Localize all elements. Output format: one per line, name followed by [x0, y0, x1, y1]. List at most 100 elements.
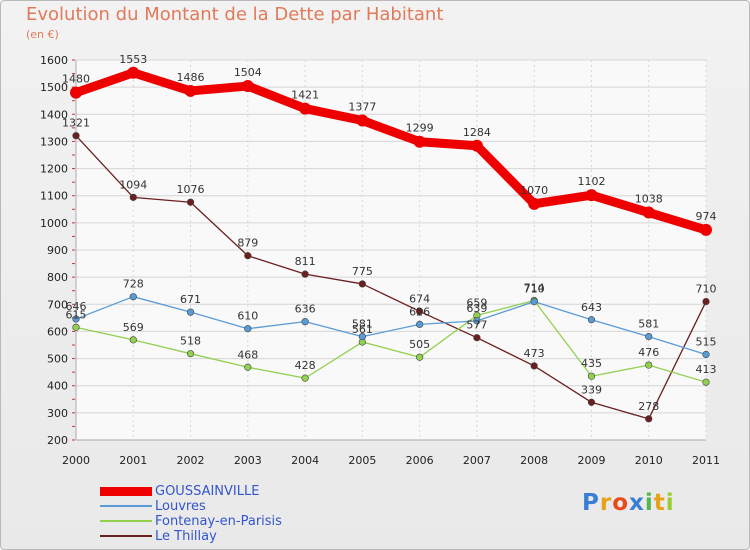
proxiti-logo: Proxiti [582, 490, 675, 516]
data-label: 473 [524, 347, 545, 360]
logo-letter: t [653, 490, 666, 516]
data-point [585, 189, 598, 202]
data-label: 615 [66, 308, 87, 321]
data-label: 728 [123, 278, 144, 291]
data-label: 671 [180, 293, 201, 306]
data-label: 468 [237, 348, 258, 361]
y-tick-label: 800 [47, 271, 68, 284]
y-tick-label: 600 [47, 325, 68, 338]
data-point [642, 206, 655, 219]
y-tick-label: 1600 [40, 54, 68, 67]
data-point [301, 270, 309, 278]
data-point [413, 135, 426, 148]
data-point [416, 307, 424, 315]
data-point [186, 198, 195, 206]
logo-letter: o [612, 490, 630, 516]
x-tick-label: 2001 [119, 454, 147, 467]
data-point [416, 353, 424, 361]
data-point [70, 86, 82, 99]
data-label: 646 [66, 300, 87, 313]
legend-label: Le Thillay [155, 529, 217, 544]
data-label: 515 [696, 336, 717, 349]
data-point [244, 252, 252, 260]
data-point [129, 193, 137, 201]
x-tick-label: 2007 [463, 454, 491, 467]
data-point [645, 332, 653, 341]
data-label: 505 [409, 338, 430, 351]
line-chart: 200 300 400 500 600 700 800 900 1000 1100 1200 1300… [40, 53, 720, 467]
data-label: 610 [237, 310, 258, 323]
data-point [299, 102, 312, 115]
data-point [702, 297, 710, 306]
y-tick-label: 1500 [40, 81, 68, 94]
data-point [129, 293, 137, 301]
legend-label: GOUSSAINVILLE [155, 484, 260, 499]
data-label: 1284 [463, 126, 491, 139]
data-point [186, 308, 195, 316]
data-label: 1321 [62, 117, 90, 130]
data-point [700, 223, 712, 236]
y-tick-label: 1100 [40, 190, 68, 203]
data-label: 714 [524, 281, 545, 294]
logo-letter: i [644, 490, 654, 516]
x-tick-label: 2000 [62, 454, 90, 467]
series-line-le-thillay [75, 135, 707, 420]
y-tick-label: 700 [47, 298, 68, 311]
y-tick-label: 1200 [40, 163, 68, 176]
data-point [530, 297, 538, 306]
data-label: 1076 [177, 183, 205, 196]
data-label: 974 [696, 210, 717, 223]
data-point [358, 280, 366, 288]
data-label: 581 [638, 318, 659, 331]
unit-label: (en €) [26, 28, 59, 41]
series-line-fontenay-en-parisis [75, 299, 707, 383]
data-label: 581 [352, 318, 373, 331]
data-label: 1377 [348, 101, 376, 114]
data-label: 710 [696, 283, 717, 296]
y-tick-label: 1300 [40, 135, 68, 148]
data-label: 1102 [577, 175, 605, 188]
data-point [72, 132, 80, 140]
legend-swatch [100, 520, 152, 522]
data-point [702, 378, 710, 386]
data-label: 710 [524, 283, 545, 296]
data-label: 879 [237, 237, 258, 250]
data-point [72, 315, 80, 323]
data-point [241, 80, 254, 93]
data-point [530, 362, 538, 370]
data-label: 476 [638, 346, 659, 359]
data-label: 339 [581, 383, 602, 396]
x-tick-label: 2003 [234, 454, 262, 467]
data-label: 1070 [520, 184, 548, 197]
data-label: 561 [352, 323, 373, 336]
legend-label: Fontenay-en-Parisis [155, 514, 282, 529]
data-point [587, 372, 596, 380]
x-tick-label: 2002 [177, 454, 205, 467]
legend-swatch [100, 486, 152, 496]
data-label: 278 [638, 400, 659, 413]
x-tick-label: 2005 [348, 454, 376, 467]
data-point [72, 323, 80, 331]
data-label: 1038 [635, 193, 663, 206]
data-label: 626 [409, 305, 430, 318]
data-point [301, 318, 309, 326]
data-label: 569 [123, 321, 144, 334]
data-point [702, 350, 710, 359]
data-point [645, 361, 653, 369]
logo-letter: x [629, 490, 645, 516]
data-label: 1421 [291, 89, 319, 102]
data-label: 1480 [62, 73, 90, 86]
data-point [244, 363, 252, 371]
logo-letter: P [582, 490, 600, 516]
legend-swatch [100, 505, 152, 507]
series-line-goussainville [71, 68, 711, 235]
data-point [129, 336, 137, 344]
y-tick-label: 300 [47, 407, 68, 420]
x-tick-label: 2010 [635, 454, 663, 467]
data-label: 518 [180, 335, 201, 348]
data-point [587, 398, 596, 406]
data-point [358, 332, 366, 341]
data-label: 674 [409, 292, 430, 305]
x-tick-label: 2006 [406, 454, 434, 467]
data-point [470, 139, 483, 152]
